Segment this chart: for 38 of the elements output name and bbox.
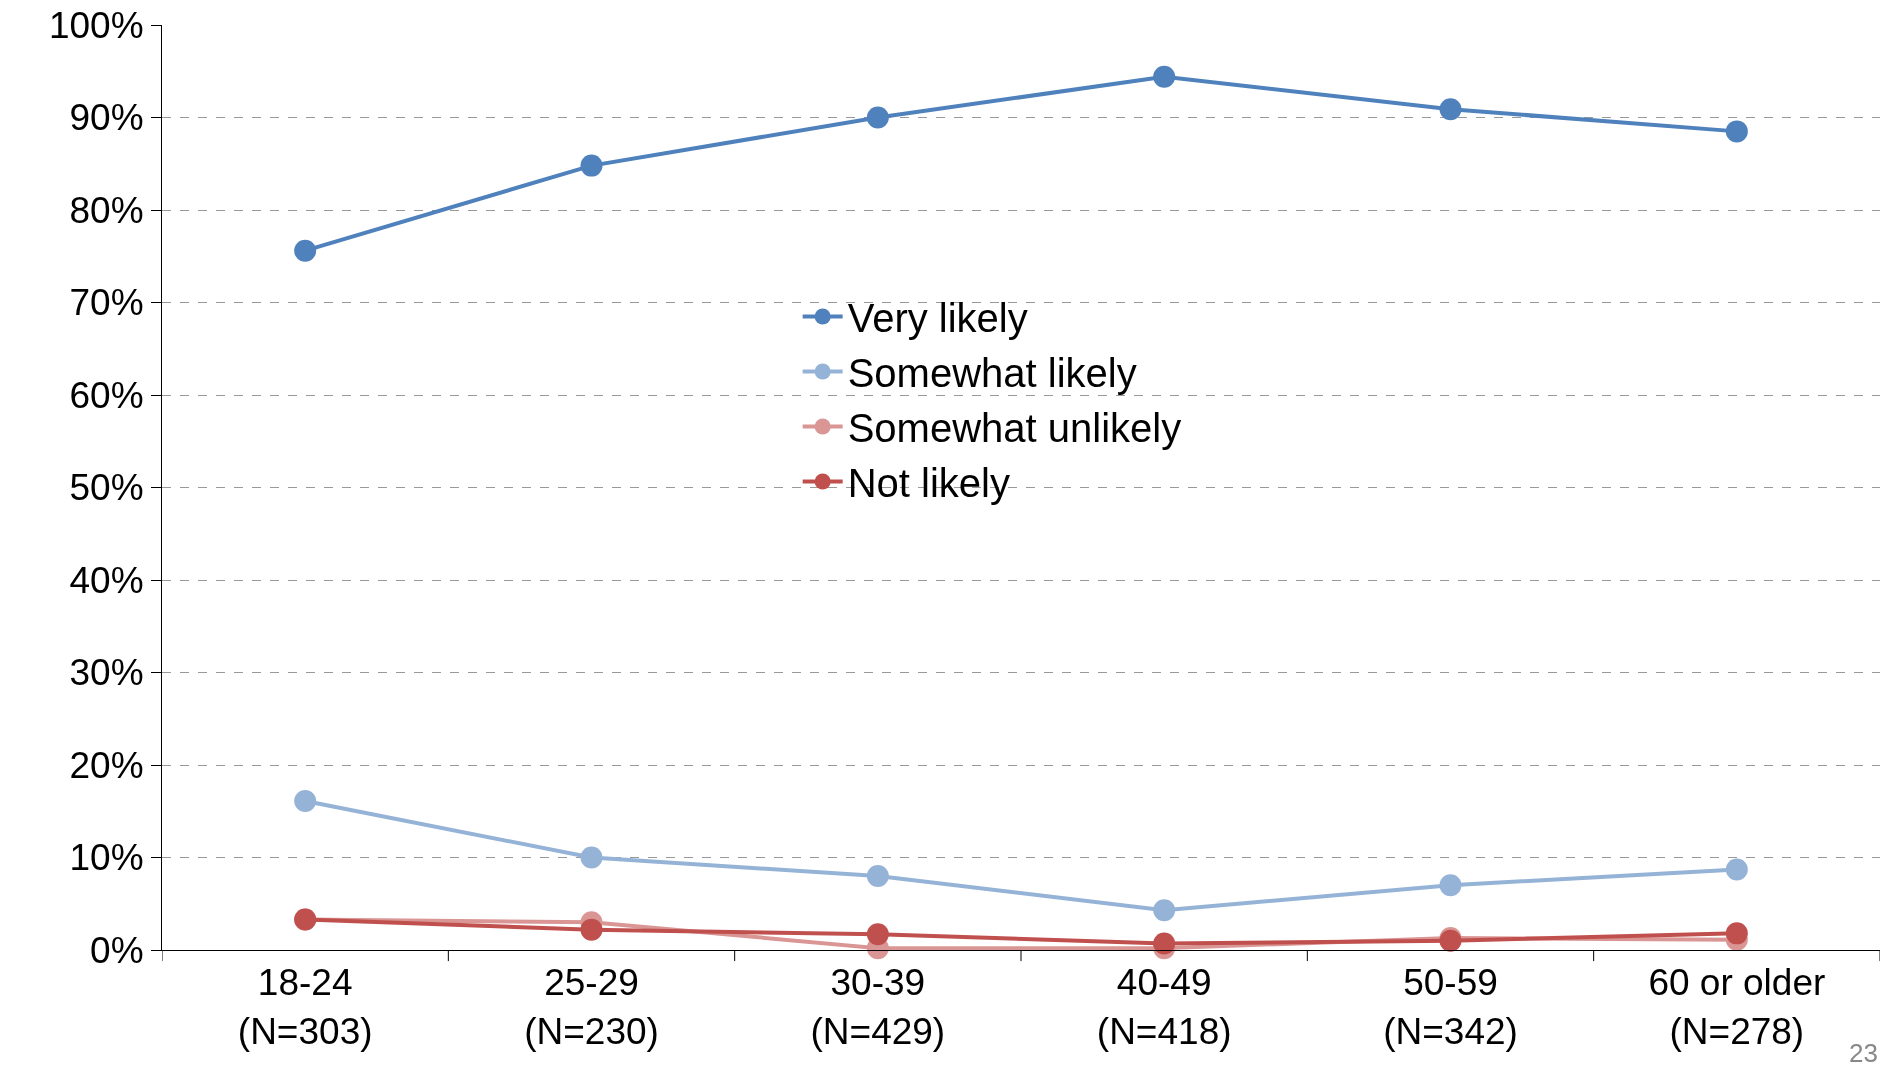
y-tick-label: 60%: [69, 374, 144, 416]
point: [580, 154, 603, 177]
y-tick-label: 100%: [48, 4, 144, 46]
legend-label: Somewhat likely: [847, 351, 1137, 396]
y-tick-label: 30%: [69, 652, 144, 694]
point: [866, 865, 889, 887]
x-tick-label: 40-49 (N=418): [1096, 962, 1232, 1052]
x-tick-label: 25-29 (N=230): [524, 962, 659, 1052]
y-tick-label: 40%: [69, 559, 144, 601]
point: [1153, 65, 1176, 88]
y-tick-label: 50%: [69, 467, 144, 509]
legend-label: Somewhat unlikely: [847, 406, 1182, 451]
x-tick-label: 50-59 (N=342): [1383, 962, 1518, 1052]
x-tick-label: 18-24 (N=303): [237, 962, 373, 1052]
point: [1725, 922, 1748, 945]
legend-label: Very likely: [847, 296, 1028, 341]
point: [580, 918, 603, 941]
point: [1725, 120, 1748, 143]
legend-label: Not likely: [847, 461, 1010, 506]
point: [294, 790, 317, 813]
y-tick-label: 20%: [69, 744, 144, 786]
text: 23: [1849, 1038, 1878, 1068]
point: [1153, 932, 1176, 955]
y-tick-label: 90%: [69, 97, 144, 139]
point: [866, 106, 889, 129]
point: [580, 846, 603, 869]
point: [866, 923, 889, 946]
x-tick-label: 30-39 (N=429): [810, 962, 946, 1052]
y-tick-label: 80%: [69, 189, 144, 231]
y-tick-label: 70%: [69, 282, 144, 324]
y-tick-label: 10%: [69, 837, 144, 879]
point: [1153, 899, 1176, 922]
point: [1439, 98, 1462, 121]
x-tick-label: 60 or older (N=278): [1648, 962, 1826, 1052]
point: [1439, 874, 1462, 897]
point: [1725, 858, 1748, 881]
point: [294, 239, 317, 262]
y-tick-label: 0%: [90, 929, 144, 971]
